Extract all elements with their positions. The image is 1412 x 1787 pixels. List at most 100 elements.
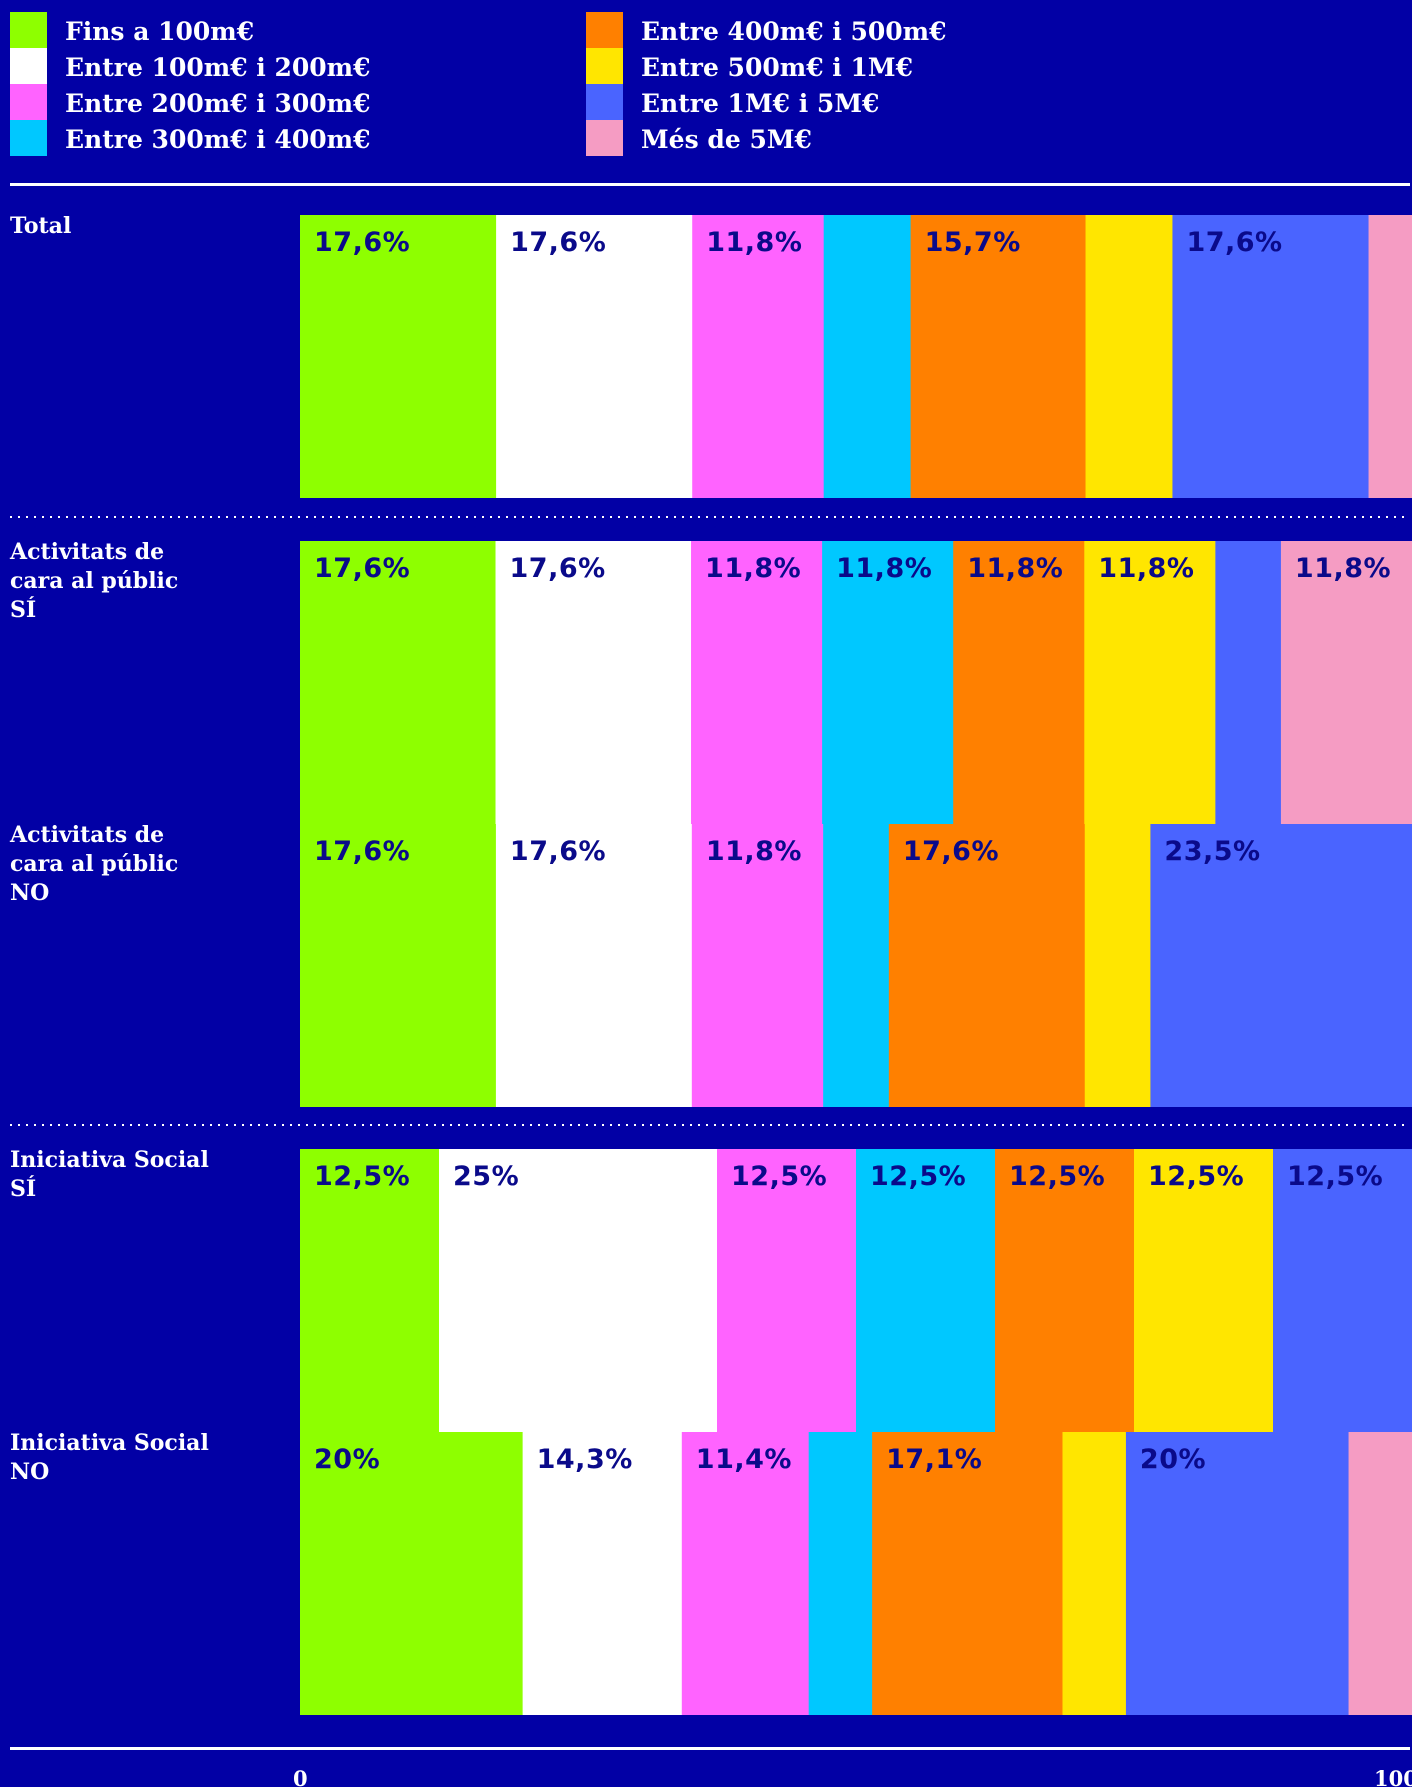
row-label: NO — [10, 880, 49, 906]
bar-segment — [1084, 541, 1216, 824]
bar-segment — [522, 1432, 683, 1715]
bar-segment — [496, 215, 693, 498]
legend-label: Entre 100m€ i 200m€ — [65, 53, 371, 82]
bar-segment — [681, 1432, 810, 1715]
bar-value-label: 20% — [314, 1444, 380, 1475]
bar-value-label: 11,8% — [705, 553, 801, 584]
legend-label: Entre 500m€ i 1M€ — [641, 53, 913, 82]
bar-segment — [1085, 215, 1174, 498]
row-label: NO — [10, 1459, 49, 1485]
row-label: cara al públic — [10, 568, 178, 594]
bar-segment — [995, 1149, 1135, 1432]
bar-segment — [300, 1432, 524, 1715]
bar-value-label: 17,6% — [1186, 227, 1282, 258]
bar-segment — [953, 541, 1085, 824]
bar-segment — [822, 541, 954, 824]
bar-segment — [439, 1149, 718, 1432]
bar-segment — [823, 215, 912, 498]
bar-segment — [1084, 824, 1152, 1107]
bar-segment — [1368, 215, 1412, 498]
x-tick-label: 0 — [293, 1766, 308, 1787]
row-label: SÍ — [10, 1175, 36, 1202]
bar-segment — [1348, 1432, 1412, 1715]
legend-label: Entre 200m€ i 300m€ — [65, 89, 371, 118]
bar-segment — [495, 824, 693, 1107]
bar-rows: Total 17,6% 17,6% 11,8% 15,7% 17,6% Activitats… — [9, 213, 1412, 1715]
bar-value-label: 11,8% — [1098, 553, 1194, 584]
bar-value-label: 14,3% — [537, 1444, 633, 1475]
bar-value-label: 12,5% — [1287, 1161, 1383, 1192]
bar-segment — [888, 824, 1086, 1107]
legend: Fins a 100m€ Entre 100m€ i 200m€ Entre 200… — [10, 12, 1410, 186]
bar-value-label: 11,8% — [706, 227, 802, 258]
bar-segment — [300, 1149, 440, 1432]
bar-segment — [1125, 1432, 1350, 1715]
bar-segment — [300, 824, 497, 1107]
bar-value-label: 17,6% — [314, 836, 410, 867]
bar-value-label: 11,8% — [967, 553, 1063, 584]
bar-value-label: 23,5% — [1164, 836, 1260, 867]
legend-divider — [10, 183, 1410, 186]
bar-value-label: 11,4% — [696, 1444, 792, 1475]
row-label: Total — [10, 213, 71, 239]
legend-label: Més de 5M€ — [641, 125, 812, 154]
bar-segment — [856, 1149, 996, 1432]
bar-value-label: 12,5% — [1148, 1161, 1244, 1192]
bar-segment — [1273, 1149, 1412, 1432]
bar-value-label: 17,1% — [886, 1444, 982, 1475]
bar-segment — [691, 541, 823, 824]
axis-line — [10, 1747, 1410, 1750]
row-label: SÍ — [10, 596, 36, 623]
legend-swatch — [586, 12, 623, 48]
legend-swatch — [586, 84, 623, 120]
bar-segment — [717, 1149, 857, 1432]
legend-label: Fins a 100m€ — [65, 17, 254, 46]
bar-value-label: 17,6% — [903, 836, 999, 867]
bar-segment — [1150, 824, 1412, 1107]
bar-value-label: 12,5% — [731, 1161, 827, 1192]
row-label: Activitats de — [9, 539, 164, 565]
x-axis: 0 100 — [10, 1747, 1412, 1787]
bar-value-label: 11,8% — [1295, 553, 1391, 584]
bar-value-label: 11,8% — [706, 836, 802, 867]
legend-label: Entre 300m€ i 400m€ — [65, 125, 371, 154]
bar-value-label: 12,5% — [1009, 1161, 1105, 1192]
bar-value-label: 12,5% — [870, 1161, 966, 1192]
legend-swatch — [586, 120, 623, 156]
legend-label: Entre 400m€ i 500m€ — [641, 17, 947, 46]
bar-value-label: 17,6% — [510, 836, 606, 867]
bar-value-label: 12,5% — [314, 1161, 410, 1192]
row-label: Activitats de — [9, 822, 164, 848]
bar-value-label: 15,7% — [925, 227, 1021, 258]
legend-label: Entre 1M€ i 5M€ — [641, 89, 879, 118]
bar-segment — [1215, 541, 1282, 824]
bar-value-label: 17,6% — [314, 553, 410, 584]
bar-value-label: 17,6% — [510, 553, 606, 584]
bar-value-label: 25% — [453, 1161, 519, 1192]
legend-swatch — [586, 48, 623, 84]
bar-value-label: 11,8% — [836, 553, 932, 584]
bar-segment — [1280, 541, 1412, 824]
bar-segment — [910, 215, 1087, 498]
row-label: cara al públic — [10, 851, 178, 877]
row-label: Iniciativa Social — [10, 1430, 209, 1456]
bar-segment — [1172, 215, 1370, 498]
bar-segment — [692, 215, 825, 498]
bar-segment — [1134, 1149, 1274, 1432]
bar-segment — [495, 541, 692, 824]
legend-swatch — [10, 84, 47, 120]
bar-value-label: 17,6% — [510, 227, 606, 258]
bar-segment — [300, 541, 497, 824]
bar-segment — [1062, 1432, 1127, 1715]
bar-segment — [300, 215, 497, 498]
legend-swatch — [10, 12, 47, 48]
legend-swatch — [10, 120, 47, 156]
bar-segment — [808, 1432, 873, 1715]
x-tick-label: 100 — [1374, 1766, 1412, 1787]
bar-segment — [691, 824, 824, 1107]
row-label: Iniciativa Social — [10, 1147, 209, 1173]
bar-segment — [823, 824, 890, 1107]
bar-value-label: 20% — [1140, 1444, 1206, 1475]
legend-swatch — [10, 48, 47, 84]
